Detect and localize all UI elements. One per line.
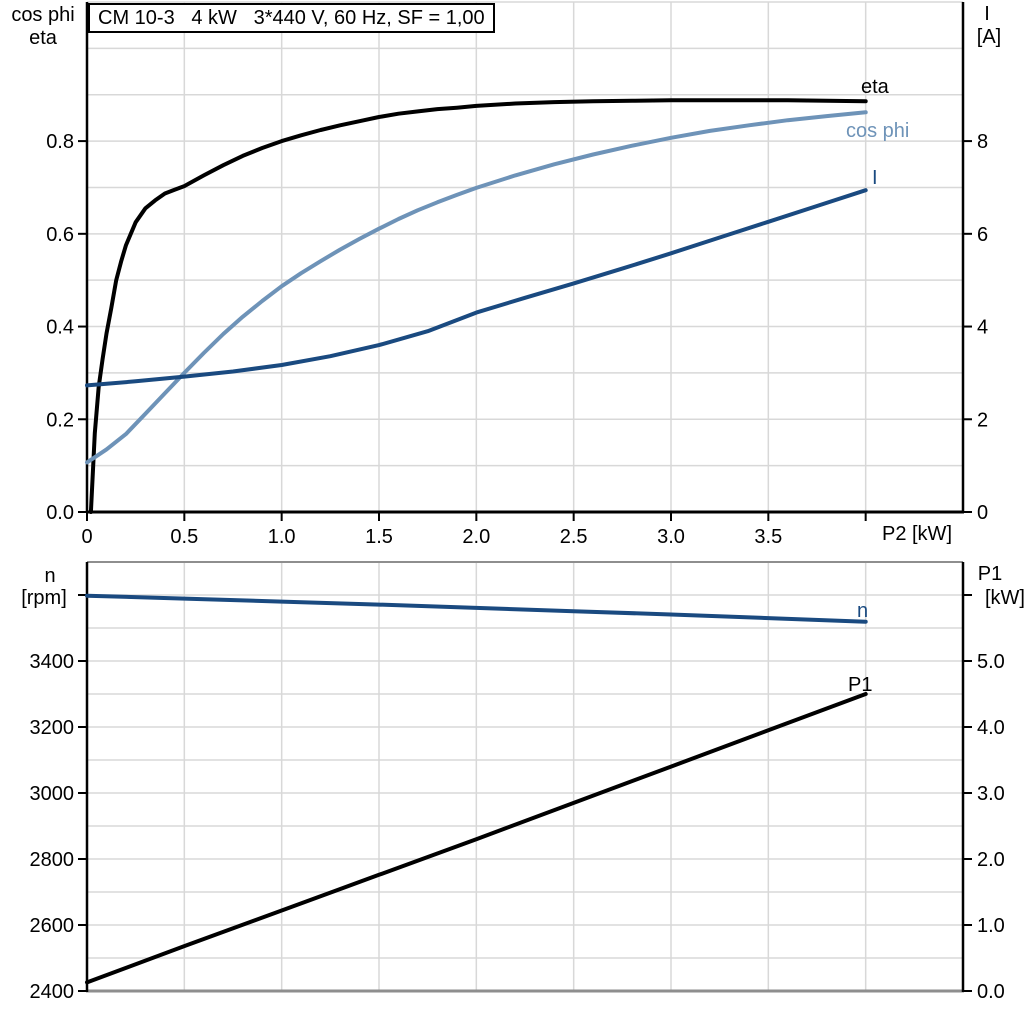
top-left-tick-label: 0.0: [46, 502, 74, 524]
bottom-left-tick-label: 2600: [30, 915, 75, 937]
I-curve-label: I: [872, 167, 878, 189]
top-x-tick-label: 2.0: [462, 526, 490, 548]
cos-phi-curve-label: cos phi: [846, 120, 909, 142]
bottom-left-tick-label: 3000: [30, 783, 75, 805]
top-x-tick-label: 1.5: [365, 526, 393, 548]
bottom-right-tick-label: 2.0: [977, 849, 1005, 871]
top-left-axis-title-line2: eta: [29, 27, 57, 49]
P1-curve: [85, 692, 868, 985]
top-x-tick-label: 3.0: [657, 526, 685, 548]
bottom-right-tick-label: 3.0: [977, 783, 1005, 805]
bottom-right-tick-label: 1.0: [977, 915, 1005, 937]
top-left-tick-label: 0.8: [46, 131, 74, 153]
top-x-tick-label: 3.5: [754, 526, 782, 548]
top-right-tick-label: 0: [977, 502, 988, 524]
eta-curve: [88, 98, 868, 514]
n-curve-label: n: [857, 600, 868, 622]
bottom-left-tick-label: 2400: [30, 981, 75, 1003]
chart-title-box: CM 10-3 4 kW 3*440 V, 60 Hz, SF = 1,00: [88, 3, 495, 33]
top-right-axis-title-line2: [A]: [976, 26, 1002, 48]
top-x-tick-label: 0.5: [170, 526, 198, 548]
bottom-right-axis-title-line2: [kW]: [985, 587, 1024, 609]
x-axis-title: P2 [kW]: [881, 523, 952, 545]
top-right-tick-label: 6: [977, 224, 988, 246]
top-left-tick-label: 0.4: [46, 317, 74, 339]
bottom-left-tick-label: 3400: [30, 651, 75, 673]
I-curve: [85, 188, 868, 388]
bottom-left-axis-title-line2: [rpm]: [21, 587, 67, 609]
eta-curve-label: eta: [861, 76, 890, 98]
top-right-tick-label: 2: [977, 409, 988, 431]
top-right-tick-label: 4: [977, 317, 988, 339]
cos-phi-curve: [85, 110, 868, 465]
bottom-right-tick-label: 4.0: [977, 717, 1005, 739]
bottom-right-tick-label: 5.0: [977, 651, 1005, 673]
top-right-tick-label: 8: [977, 131, 988, 153]
bottom-left-tick-label: 2800: [30, 849, 75, 871]
bottom-right-axis-title-line1: P1: [977, 563, 1003, 585]
top-x-tick-label: 1.0: [268, 526, 296, 548]
bottom-right-tick-label: 0.0: [977, 981, 1005, 1003]
top-x-tick-label: 0: [81, 526, 92, 548]
top-right-axis-title-line1: I: [984, 3, 990, 25]
bottom-left-tick-label: 3200: [30, 717, 75, 739]
top-left-tick-label: 0.6: [46, 224, 74, 246]
P1-curve-label: P1: [848, 674, 872, 696]
top-left-tick-label: 0.2: [46, 409, 74, 431]
top-x-tick-label: 2.5: [560, 526, 588, 548]
bottom-left-axis-title-line1: n: [44, 565, 56, 587]
n-curve: [85, 593, 868, 624]
top-left-axis-title-line1: cos phi: [11, 4, 75, 26]
